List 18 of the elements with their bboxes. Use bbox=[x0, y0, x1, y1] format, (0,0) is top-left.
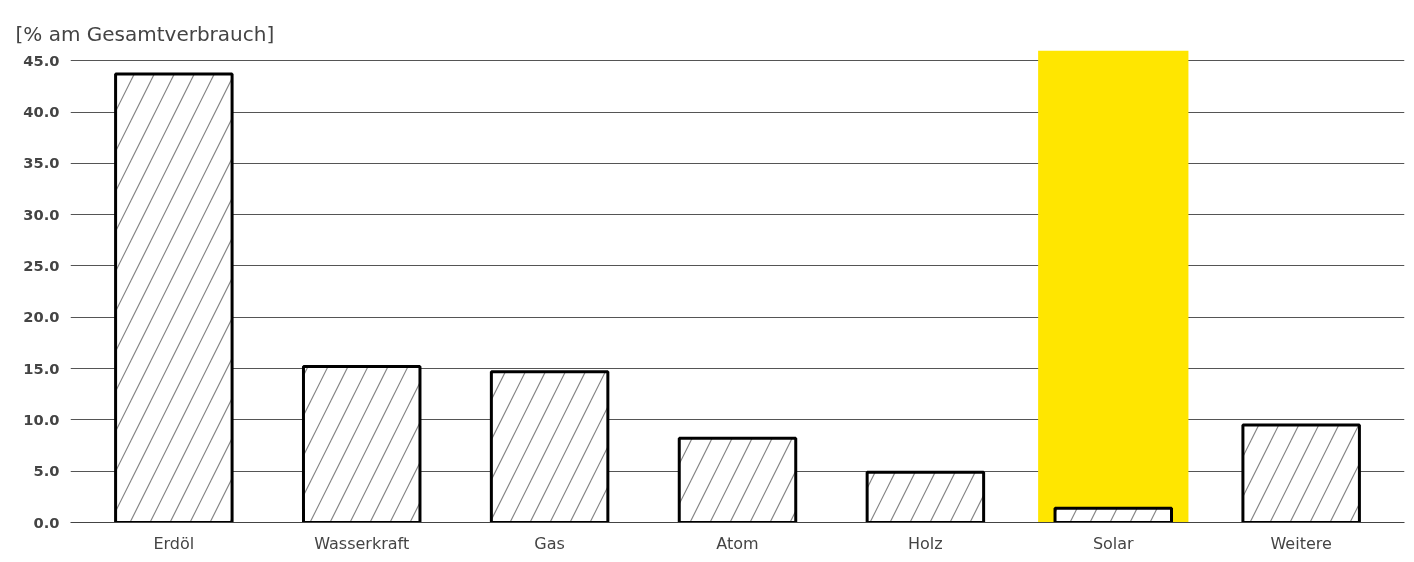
y-tick-label: 20.0 bbox=[23, 308, 60, 326]
y-tick-label: 45.0 bbox=[23, 51, 60, 69]
x-tick-label: Holz bbox=[908, 533, 943, 553]
x-tick-label: Gas bbox=[534, 533, 565, 553]
y-tick-label: 25.0 bbox=[23, 256, 60, 274]
x-tick-label: Wasserkraft bbox=[314, 533, 410, 553]
y-tick-label: 35.0 bbox=[23, 154, 60, 172]
y-tick-label: 0.0 bbox=[33, 513, 60, 531]
y-axis-title: [% am Gesamtverbrauch] bbox=[15, 21, 275, 46]
x-tick-label: Erdöl bbox=[153, 533, 195, 553]
y-tick-label: 30.0 bbox=[23, 205, 60, 223]
x-tick-label: Atom bbox=[716, 533, 759, 553]
y-tick-label: 15.0 bbox=[23, 359, 60, 377]
y-tick-label: 10.0 bbox=[23, 410, 60, 428]
y-tick-label: 5.0 bbox=[33, 462, 60, 480]
x-tick-label: Solar bbox=[1092, 533, 1135, 553]
y-tick-label: 40.0 bbox=[23, 103, 60, 121]
x-tick-label: Weitere bbox=[1270, 533, 1332, 553]
